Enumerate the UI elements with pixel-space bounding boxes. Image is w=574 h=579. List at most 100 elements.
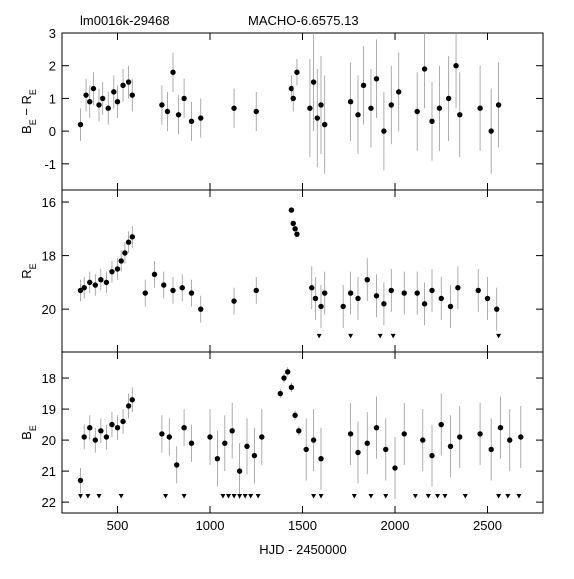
data-point	[383, 446, 389, 453]
upper-limit	[377, 333, 383, 339]
data-point	[518, 434, 524, 440]
data-point	[188, 440, 195, 446]
data-point	[373, 293, 380, 299]
data-point	[296, 428, 302, 434]
data-point	[236, 468, 243, 474]
data-point	[77, 477, 84, 484]
data-point	[488, 446, 494, 453]
data-point	[420, 437, 426, 443]
y-tick-label: 21	[42, 464, 56, 479]
chart-title: lm0016k-29468	[80, 13, 170, 28]
data-point	[114, 266, 121, 272]
data-point	[92, 282, 99, 288]
data-point	[307, 105, 313, 111]
data-point	[373, 424, 380, 431]
upper-limit	[118, 493, 124, 499]
data-point	[253, 108, 259, 115]
y-axis-label-sub: E	[28, 263, 38, 269]
data-point	[222, 440, 228, 446]
upper-limit	[348, 333, 354, 339]
data-point	[436, 105, 443, 111]
data-point	[364, 440, 370, 446]
upper-limit	[383, 493, 389, 499]
data-point	[447, 443, 454, 450]
data-point	[484, 295, 491, 302]
upper-limit	[226, 493, 231, 499]
upper-limit	[412, 493, 418, 499]
upper-limit	[85, 493, 91, 499]
data-point	[373, 76, 380, 82]
x-tick-label: 2500	[473, 518, 502, 533]
y-tick-label: 0	[49, 124, 56, 139]
data-point	[438, 421, 444, 428]
data-point	[231, 298, 237, 304]
data-point	[355, 112, 361, 118]
data-point	[309, 285, 315, 291]
chart-subtitle: MACHO-6.6575.13	[248, 13, 359, 28]
y-tick-label: 3	[49, 26, 56, 41]
data-point	[388, 102, 394, 108]
data-point	[368, 105, 374, 111]
data-point	[111, 89, 117, 95]
data-point	[303, 446, 309, 453]
data-point	[77, 121, 84, 128]
data-point	[81, 285, 87, 291]
upper-limit	[181, 493, 187, 499]
data-point	[125, 79, 132, 85]
upper-limit	[505, 493, 511, 499]
data-point	[347, 98, 354, 105]
data-point	[312, 295, 319, 302]
data-point	[290, 220, 296, 227]
data-point	[381, 301, 387, 307]
upper-limit	[248, 493, 254, 499]
upper-limit	[516, 493, 522, 499]
y-axis-label-part: − R	[19, 95, 34, 119]
upper-limit	[442, 493, 448, 499]
y-axis-label: BE	[19, 425, 38, 440]
data-point	[174, 462, 180, 468]
x-tick-label: 1500	[288, 518, 317, 533]
y-tick-label: 19	[42, 402, 56, 417]
data-point	[381, 128, 387, 134]
data-point	[161, 282, 167, 288]
data-point	[109, 268, 115, 275]
upper-limit	[368, 493, 374, 499]
y-axis-label-part: R	[19, 269, 34, 278]
upper-limit	[311, 493, 317, 499]
data-point	[103, 279, 110, 286]
data-point	[285, 369, 291, 375]
data-point	[122, 250, 128, 256]
y-axis-label-sub: E	[28, 425, 38, 431]
data-point	[98, 277, 104, 283]
data-point	[231, 105, 237, 111]
upper-limit	[255, 493, 261, 499]
data-point	[277, 390, 283, 397]
data-point	[114, 98, 121, 105]
data-point	[457, 112, 463, 118]
data-point	[314, 115, 320, 121]
data-point	[214, 456, 221, 462]
data-point	[129, 397, 135, 403]
data-point	[105, 105, 111, 111]
data-point	[340, 303, 346, 310]
x-tick-label: 2000	[381, 518, 410, 533]
y-axis-label-sub: E	[28, 89, 38, 95]
data-point	[288, 207, 295, 213]
data-point	[421, 301, 428, 307]
data-point	[207, 434, 213, 440]
data-point	[159, 102, 165, 108]
data-point	[87, 98, 93, 105]
data-point	[475, 287, 481, 294]
data-point	[414, 290, 420, 296]
data-point	[118, 258, 124, 264]
data-point	[120, 82, 126, 89]
y-tick-label: 22	[42, 495, 56, 510]
data-point	[360, 82, 367, 89]
data-point	[392, 465, 398, 471]
upper-limit	[78, 493, 83, 499]
upper-limit	[220, 493, 226, 499]
y-axis-label-part: B	[19, 431, 34, 440]
upper-limit	[316, 333, 322, 339]
data-point	[396, 89, 402, 95]
